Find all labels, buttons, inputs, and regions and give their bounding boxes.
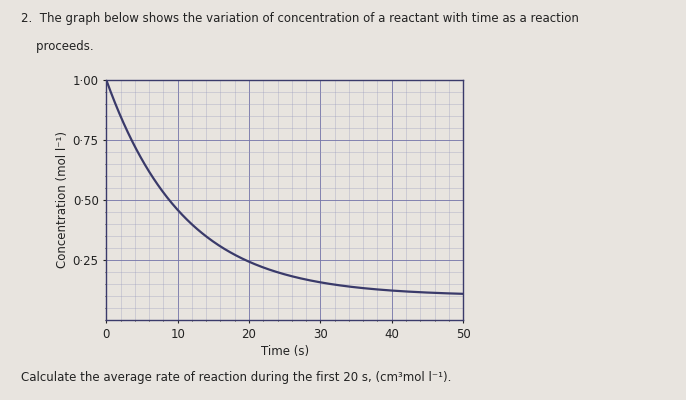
Text: 2.  The graph below shows the variation of concentration of a reactant with time: 2. The graph below shows the variation o…	[21, 12, 578, 25]
X-axis label: Time (s): Time (s)	[261, 345, 309, 358]
Text: Calculate the average rate of reaction during the first 20 s, (cm³mol l⁻¹).: Calculate the average rate of reaction d…	[21, 371, 451, 384]
Text: proceeds.: proceeds.	[21, 40, 93, 53]
Y-axis label: Concentration (mol l⁻¹): Concentration (mol l⁻¹)	[56, 132, 69, 268]
